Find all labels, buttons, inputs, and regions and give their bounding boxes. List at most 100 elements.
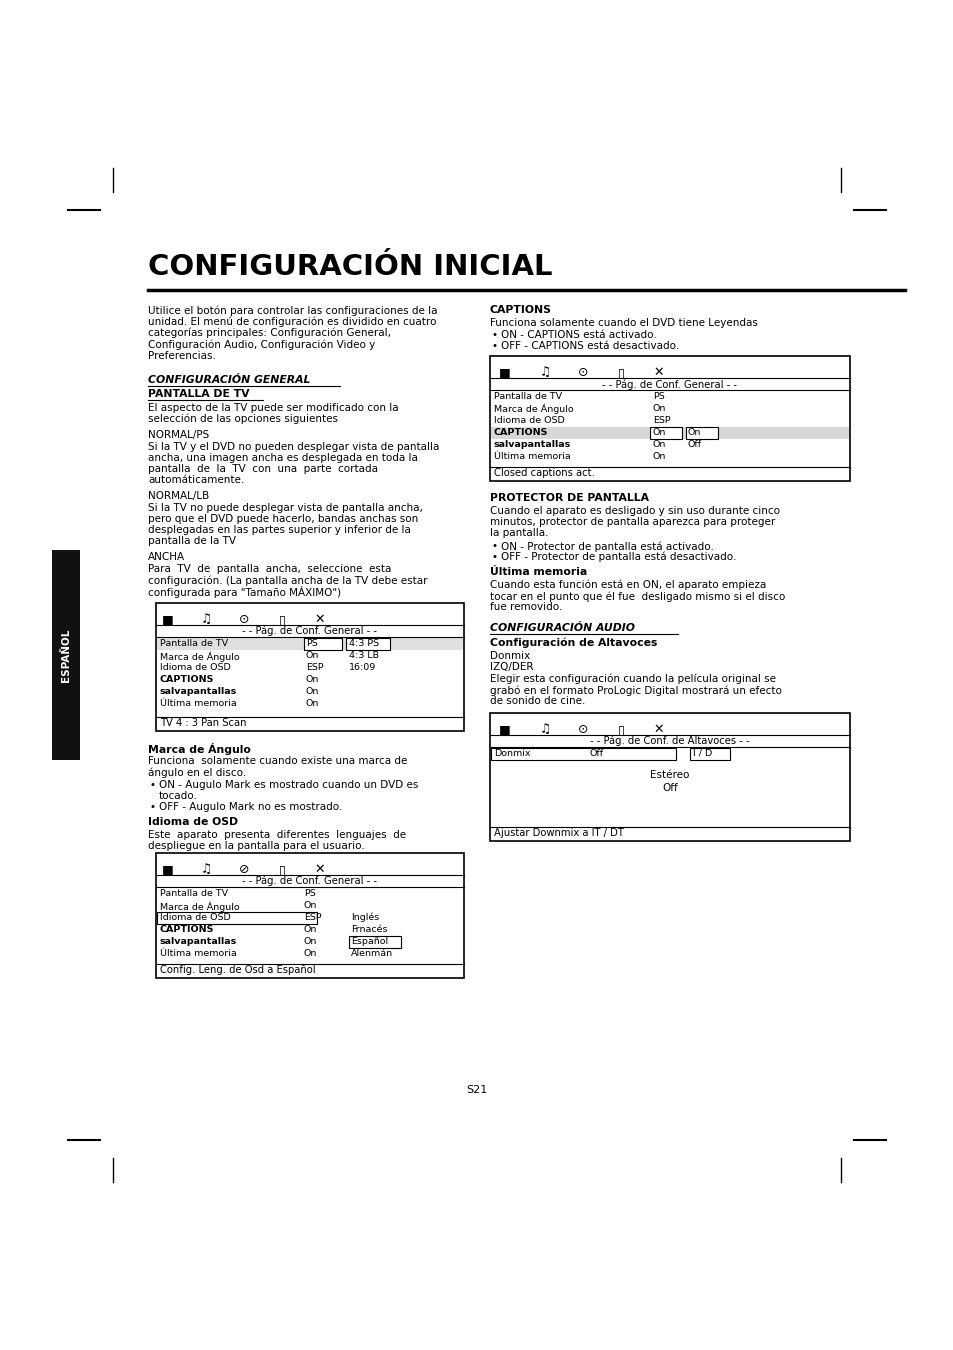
Text: PS: PS [652,392,664,401]
Text: la pantalla.: la pantalla. [490,528,548,539]
Text: Alenmán: Alenmán [351,949,393,958]
Text: salvapantallas: salvapantallas [160,687,237,697]
Text: ⊙: ⊙ [238,613,249,626]
Text: CAPTIONS: CAPTIONS [160,925,214,934]
Text: ▯: ▯ [617,724,624,736]
Text: Utilice el botón para controlar las configuraciones de la: Utilice el botón para controlar las conf… [148,305,437,316]
Text: On: On [652,452,666,460]
Text: categorías principales: Configuración General,: categorías principales: Configuración Ge… [148,328,391,339]
Text: pantalla  de  la  TV  con  una  parte  cortada: pantalla de la TV con una parte cortada [148,464,377,474]
Text: ▯: ▯ [278,613,285,626]
Text: Marca de Ángulo: Marca de Ángulo [148,743,251,755]
Text: ESPAÑOL: ESPAÑOL [61,628,71,682]
Text: CAPTIONS: CAPTIONS [490,305,551,315]
Text: NORMAL/PS: NORMAL/PS [148,431,209,440]
Text: Marca de Ángulo: Marca de Ángulo [160,651,239,661]
Text: Para  TV  de  pantalla  ancha,  seleccione  esta: Para TV de pantalla ancha, seleccione es… [148,564,391,574]
Bar [490,713,849,841]
Text: OFF - Protector de pantalla está desactivado.: OFF - Protector de pantalla está desacti… [500,552,736,563]
Bar [157,913,316,923]
Bar [157,639,462,649]
Text: Idioma de OSD: Idioma de OSD [160,663,231,672]
Text: minutos, protector de pantalla aparezca para proteger: minutos, protector de pantalla aparezca … [490,517,775,526]
Text: ⊙: ⊙ [578,366,588,379]
Text: ✕: ✕ [314,863,325,876]
Text: ON - Augulo Mark es mostrado cuando un DVD es: ON - Augulo Mark es mostrado cuando un D… [159,780,418,790]
Text: 4:3 LB: 4:3 LB [349,651,378,660]
Text: fue removido.: fue removido. [490,602,561,612]
Text: Última memoria: Última memoria [494,452,570,460]
Bar [649,427,681,439]
Text: Config. Leng. de Osd a Español: Config. Leng. de Osd a Español [160,965,315,975]
Text: PS: PS [306,639,317,648]
Text: Ajustar Downmix a IT / DT: Ajustar Downmix a IT / DT [494,828,623,838]
Text: Frnacés: Frnacés [351,925,387,934]
Text: Marca de Ángulo: Marca de Ángulo [494,404,573,414]
Text: Inglés: Inglés [351,913,379,922]
Text: automáticamente.: automáticamente. [148,475,244,485]
Text: ✕: ✕ [653,366,663,379]
Text: ESP: ESP [306,663,323,672]
Text: Elegir esta configuración cuando la película original se: Elegir esta configuración cuando la pelí… [490,674,775,684]
Text: Estéreo: Estéreo [650,769,689,780]
Text: ON - Protector de pantalla está activado.: ON - Protector de pantalla está activado… [500,541,713,552]
Text: ■: ■ [498,724,511,736]
Text: tocar en el punto que él fue  desligado mismo si el disco: tocar en el punto que él fue desligado m… [490,591,784,602]
Text: ♫: ♫ [200,863,212,876]
Text: Si la TV y el DVD no pueden desplegar vista de pantalla: Si la TV y el DVD no pueden desplegar vi… [148,441,439,452]
Text: ■: ■ [498,366,511,379]
Text: •: • [492,329,497,340]
Text: Este  aparato  presenta  diferentes  lenguajes  de: Este aparato presenta diferentes lenguaj… [148,830,406,840]
Text: Cuando esta función está en ON, el aparato empieza: Cuando esta función está en ON, el apara… [490,580,765,590]
Text: Configuración Audio, Configuración Video y: Configuración Audio, Configuración Video… [148,339,375,350]
Text: On: On [687,428,700,437]
Text: CONFIGURACIÓN AUDIO: CONFIGURACIÓN AUDIO [490,622,635,633]
Text: I / D: I / D [692,749,712,757]
Text: On: On [306,699,319,707]
Text: Idioma de OSD: Idioma de OSD [160,913,231,922]
Text: Pantalla de TV: Pantalla de TV [494,392,561,401]
Text: PANTALLA DE TV: PANTALLA DE TV [148,389,250,400]
Text: Marca de Ángulo: Marca de Ángulo [160,900,239,911]
Text: Última memoria: Última memoria [160,949,236,958]
Text: ▯: ▯ [617,366,624,379]
Text: Última memoria: Última memoria [490,567,587,576]
Text: Idioma de OSD: Idioma de OSD [494,416,564,425]
Text: ▯: ▯ [278,863,285,876]
Text: ■: ■ [162,613,173,626]
Text: - - Pág. de Conf. General - -: - - Pág. de Conf. General - - [242,876,377,887]
Text: IZQ/DER: IZQ/DER [490,662,533,672]
Text: desplegadas en las partes superior y inferior de la: desplegadas en las partes superior y inf… [148,525,411,535]
Bar [685,427,718,439]
Text: NORMAL/LB: NORMAL/LB [148,491,209,501]
Text: ángulo en el disco.: ángulo en el disco. [148,767,246,778]
Bar [346,639,390,649]
Text: - - Pág. de Conf. General - -: - - Pág. de Conf. General - - [602,379,737,390]
Text: TV 4 : 3 Pan Scan: TV 4 : 3 Pan Scan [160,718,246,728]
Bar [491,748,676,760]
Text: ✕: ✕ [653,724,663,736]
Text: On: On [306,675,319,684]
Text: grabó en el formato ProLogic Digital mostrará un efecto: grabó en el formato ProLogic Digital mos… [490,684,781,695]
Text: Funciona  solamente cuando existe una marca de: Funciona solamente cuando existe una mar… [148,756,407,765]
Text: Pantalla de TV: Pantalla de TV [160,639,228,648]
Text: salvapantallas: salvapantallas [160,937,237,946]
Text: Donmix: Donmix [494,749,530,757]
Text: ⊙: ⊙ [578,724,588,736]
Text: Si la TV no puede desplegar vista de pantalla ancha,: Si la TV no puede desplegar vista de pan… [148,504,422,513]
Text: 4:3 PS: 4:3 PS [349,639,378,648]
Text: •: • [492,541,497,551]
Text: pantalla de la TV: pantalla de la TV [148,536,235,545]
Text: ANCHA: ANCHA [148,552,185,562]
Text: de sonido de cine.: de sonido de cine. [490,697,585,706]
Text: CAPTIONS: CAPTIONS [494,428,548,437]
Text: salvapantallas: salvapantallas [494,440,571,450]
Text: ⊘: ⊘ [238,863,249,876]
Text: Donmix: Donmix [490,651,530,661]
Text: pero que el DVD puede hacerlo, bandas anchas son: pero que el DVD puede hacerlo, bandas an… [148,514,417,524]
Text: Off: Off [589,749,603,757]
Text: •: • [492,552,497,562]
Text: Idioma de OSD: Idioma de OSD [148,817,238,828]
Text: configuración. (La pantalla ancha de la TV debe estar: configuración. (La pantalla ancha de la … [148,575,427,586]
Text: Off: Off [661,783,678,792]
